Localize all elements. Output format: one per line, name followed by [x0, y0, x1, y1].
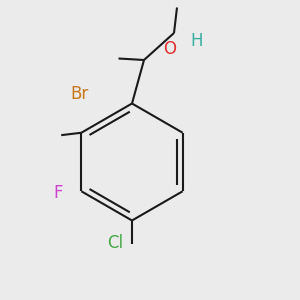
Text: O: O — [163, 40, 176, 58]
Text: Cl: Cl — [107, 234, 124, 252]
Text: H: H — [190, 32, 203, 50]
Text: F: F — [53, 184, 63, 202]
Text: Br: Br — [70, 85, 88, 103]
